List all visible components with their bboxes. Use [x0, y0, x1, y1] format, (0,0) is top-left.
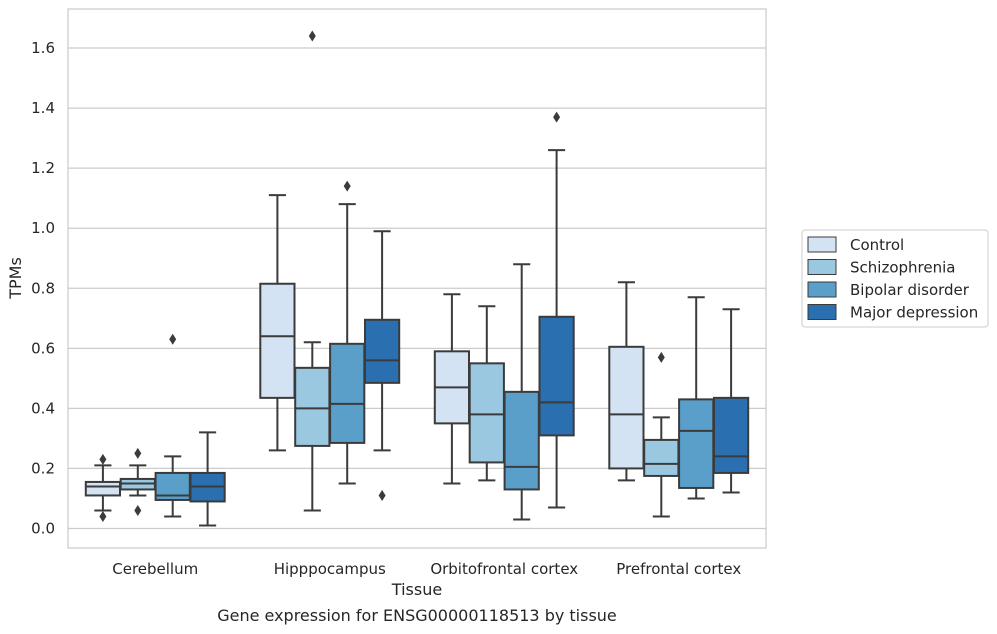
- legend-frame: [801, 229, 989, 328]
- iqr-box: [538, 315, 575, 437]
- outlier-point: [99, 453, 107, 465]
- iqr-box: [678, 398, 715, 489]
- y-tick-label: 0.0: [31, 519, 55, 537]
- y-tick-label: 1.4: [31, 99, 55, 117]
- y-tick-label: 1.0: [31, 219, 55, 237]
- outlier-point: [343, 180, 351, 192]
- box-group: [433, 293, 471, 485]
- legend-swatch: [807, 281, 837, 298]
- legend-swatch: [807, 236, 837, 253]
- iqr-box: [712, 396, 750, 474]
- y-tick-label: 0.2: [31, 459, 55, 477]
- iqr-box: [329, 342, 366, 444]
- y-tick-label: 0.4: [31, 399, 55, 417]
- box-group: [154, 333, 191, 518]
- outlier-point: [134, 504, 142, 516]
- figure-caption: Gene expression for ENSG00000118513 by t…: [217, 606, 617, 625]
- iqr-box: [503, 390, 540, 491]
- outlier-point: [134, 447, 142, 459]
- iqr-box: [468, 362, 505, 464]
- iqr-box: [363, 318, 401, 384]
- y-tick-label: 1.6: [31, 39, 55, 57]
- outlier-point: [169, 333, 177, 345]
- outlier-point: [553, 111, 561, 123]
- x-tick-labels: Cerebellum Hipppocampus Orbitofrontal cort…: [112, 560, 741, 578]
- iqr-box: [643, 438, 680, 477]
- plot-frame: [67, 8, 767, 549]
- box-group: [643, 351, 680, 518]
- iqr-box: [259, 282, 296, 399]
- y-tick-label: 0.6: [31, 339, 55, 357]
- legend-label: Control: [850, 236, 904, 254]
- y-tick-labels: 0.0 0.2 0.4 0.6 0.8 1.0 1.2 1.4 1.6: [31, 39, 55, 537]
- box-group: [329, 180, 366, 485]
- iqr-box: [294, 366, 331, 447]
- legend-label: Bipolar disorder: [850, 281, 970, 299]
- box-group: [294, 30, 331, 512]
- x-tick-label: Cerebellum: [112, 560, 198, 578]
- box-groups: [84, 30, 750, 527]
- outlier-point: [308, 30, 316, 42]
- x-tick-label: Prefrontal cortex: [616, 560, 741, 578]
- box-group: [363, 230, 401, 501]
- y-axis-title: TPMs: [6, 257, 25, 300]
- box-group: [503, 263, 540, 521]
- x-axis-title: Tissue: [391, 580, 442, 599]
- iqr-box: [608, 345, 645, 470]
- box-group: [468, 305, 505, 482]
- x-tick-label: Orbitofrontal cortex: [430, 560, 578, 578]
- legend-label: Major depression: [850, 304, 978, 322]
- iqr-box: [84, 480, 122, 497]
- y-tick-label: 0.8: [31, 279, 55, 297]
- legend: Control Schizophrenia Bipolar disorder Majo…: [801, 229, 989, 328]
- x-tick-label: Hipppocampus: [274, 560, 386, 578]
- box-group: [712, 308, 750, 494]
- legend-swatch: [807, 304, 837, 320]
- grid-lines: [68, 47, 766, 530]
- box-group: [84, 453, 122, 522]
- box-group: [608, 281, 645, 482]
- outlier-point: [378, 489, 386, 501]
- legend-swatch: [807, 259, 837, 275]
- legend-label: Schizophrenia: [850, 259, 955, 277]
- box-group: [259, 194, 296, 452]
- y-tick-label: 1.2: [31, 159, 55, 177]
- box-group: [678, 296, 715, 500]
- box-group: [538, 111, 575, 509]
- box-group: [189, 431, 226, 527]
- box-group: [119, 447, 156, 516]
- outlier-point: [99, 510, 107, 522]
- outlier-point: [657, 351, 665, 363]
